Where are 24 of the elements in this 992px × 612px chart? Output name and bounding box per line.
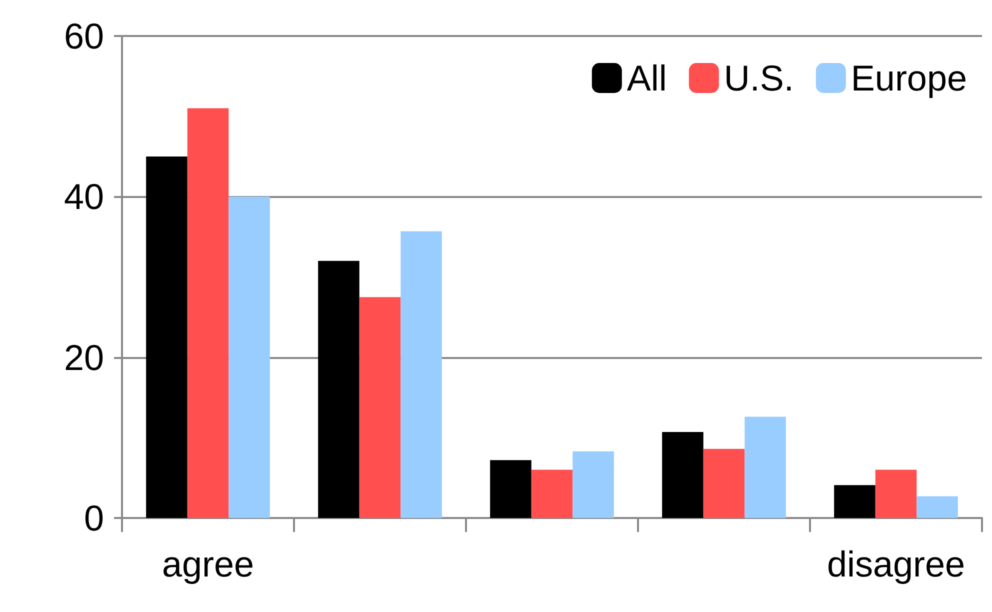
bar — [228, 196, 270, 518]
bar — [572, 451, 614, 518]
bar — [703, 448, 745, 518]
bar — [318, 260, 360, 518]
bar — [834, 485, 876, 518]
x-tick-label: disagree — [826, 544, 966, 584]
bar — [916, 496, 958, 518]
bar — [359, 297, 401, 518]
bar — [187, 108, 229, 518]
bar — [146, 156, 188, 518]
y-tick-label: 40 — [64, 176, 104, 218]
y-tick-label: 20 — [64, 336, 104, 378]
bar — [490, 460, 532, 518]
bar — [400, 231, 442, 518]
legend-label: All — [626, 58, 667, 98]
bar — [531, 470, 573, 518]
bar — [744, 416, 786, 518]
y-tick-label: 0 — [84, 498, 104, 538]
bar — [662, 432, 704, 518]
y-tick-label: 60 — [64, 16, 104, 56]
legend-label: Europe — [850, 58, 968, 98]
legend-label: U.S. — [724, 58, 794, 98]
bar — [875, 470, 917, 518]
x-tick-label: agree — [162, 544, 254, 584]
